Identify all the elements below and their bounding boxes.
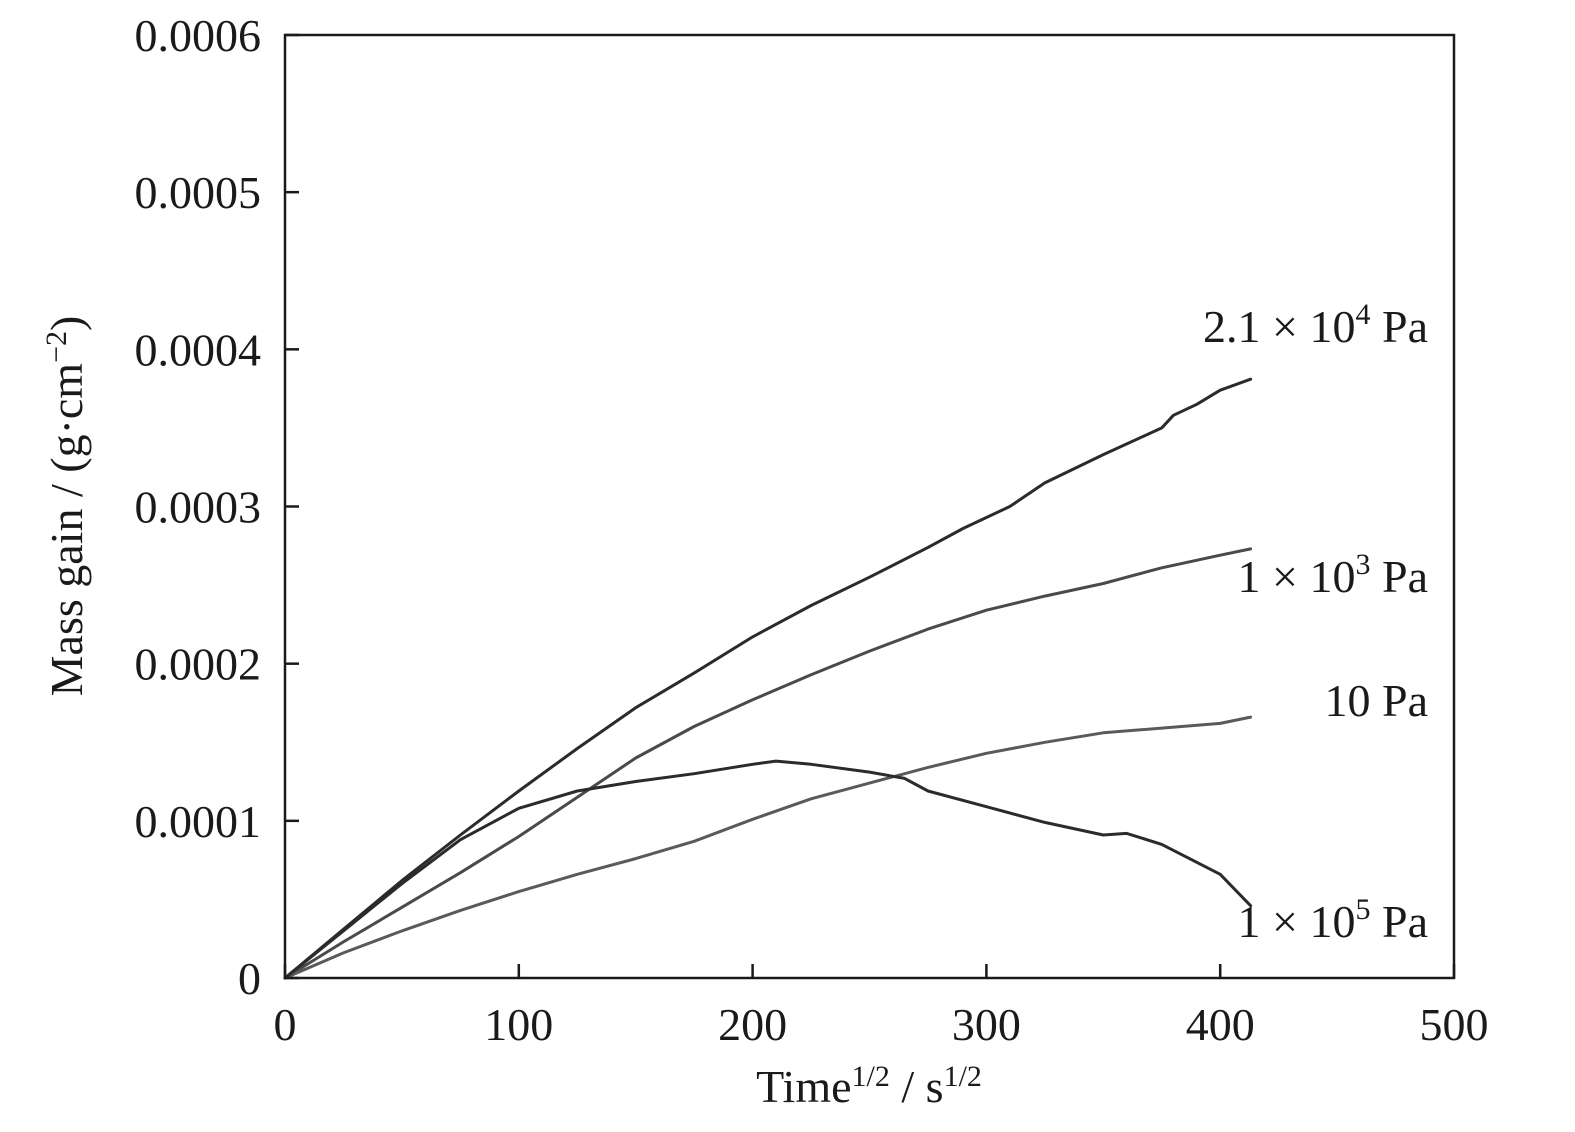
y-tick-label: 0.0003 <box>135 482 262 533</box>
x-tick-label: 0 <box>274 999 297 1050</box>
series-line-3 <box>283 715 1253 980</box>
series-line-1 <box>283 377 1253 980</box>
x-tick-label: 400 <box>1186 999 1255 1050</box>
x-tick-label: 500 <box>1420 999 1489 1050</box>
y-tick-label: 0.0005 <box>135 167 262 218</box>
y-tick-label: 0.0001 <box>135 796 262 847</box>
plot-frame <box>283 33 1456 980</box>
y-tick-label: 0.0006 <box>135 10 262 61</box>
y-tick-label: 0.0004 <box>135 324 262 375</box>
series-label-1: 2.1 × 104 Pa <box>1203 298 1428 352</box>
x-tick-label: 100 <box>484 999 553 1050</box>
y-axis-title: Mass gain / (g·cm−2) <box>40 316 92 697</box>
series-label-3: 10 Pa <box>1325 675 1429 726</box>
y-tick-label: 0.0002 <box>135 639 262 690</box>
x-axis-title: Time1/2 / s1/2 <box>756 1060 982 1112</box>
series-layer <box>283 377 1253 980</box>
x-tick-label: 300 <box>952 999 1021 1050</box>
series-label-2: 1 × 103 Pa <box>1238 548 1428 602</box>
y-tick-label: 0 <box>238 953 261 1004</box>
x-tick-label: 200 <box>718 999 787 1050</box>
series-line-4 <box>283 759 1253 980</box>
series-label-4: 1 × 105 Pa <box>1238 893 1428 947</box>
series-line-2 <box>283 547 1253 980</box>
labels-layer: 2.1 × 104 Pa 1 × 103 Pa 10 Pa 1 × 105 Pa <box>1203 298 1428 947</box>
ticks-layer: 0 100 200 300 400 500 0 0.0001 0.0002 0.0003 0.000… <box>135 10 1489 1050</box>
